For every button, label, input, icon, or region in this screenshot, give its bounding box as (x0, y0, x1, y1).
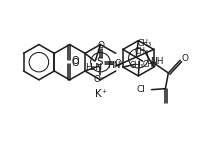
Text: O⁻: O⁻ (94, 75, 106, 84)
Text: Cl: Cl (137, 85, 146, 94)
Text: CH₃: CH₃ (138, 39, 152, 48)
Text: O: O (97, 41, 104, 50)
Text: CH₃: CH₃ (129, 61, 143, 70)
Text: O: O (182, 54, 189, 63)
Text: H₂N: H₂N (85, 63, 102, 72)
Text: CH₃: CH₃ (134, 47, 148, 56)
Text: O: O (114, 59, 121, 68)
Text: HN: HN (107, 61, 120, 70)
Text: O: O (72, 56, 79, 66)
Text: NH: NH (151, 57, 164, 66)
Text: O: O (72, 58, 79, 68)
Text: CH₃: CH₃ (143, 60, 157, 69)
Text: K⁺: K⁺ (95, 89, 107, 99)
Text: S: S (96, 57, 103, 67)
